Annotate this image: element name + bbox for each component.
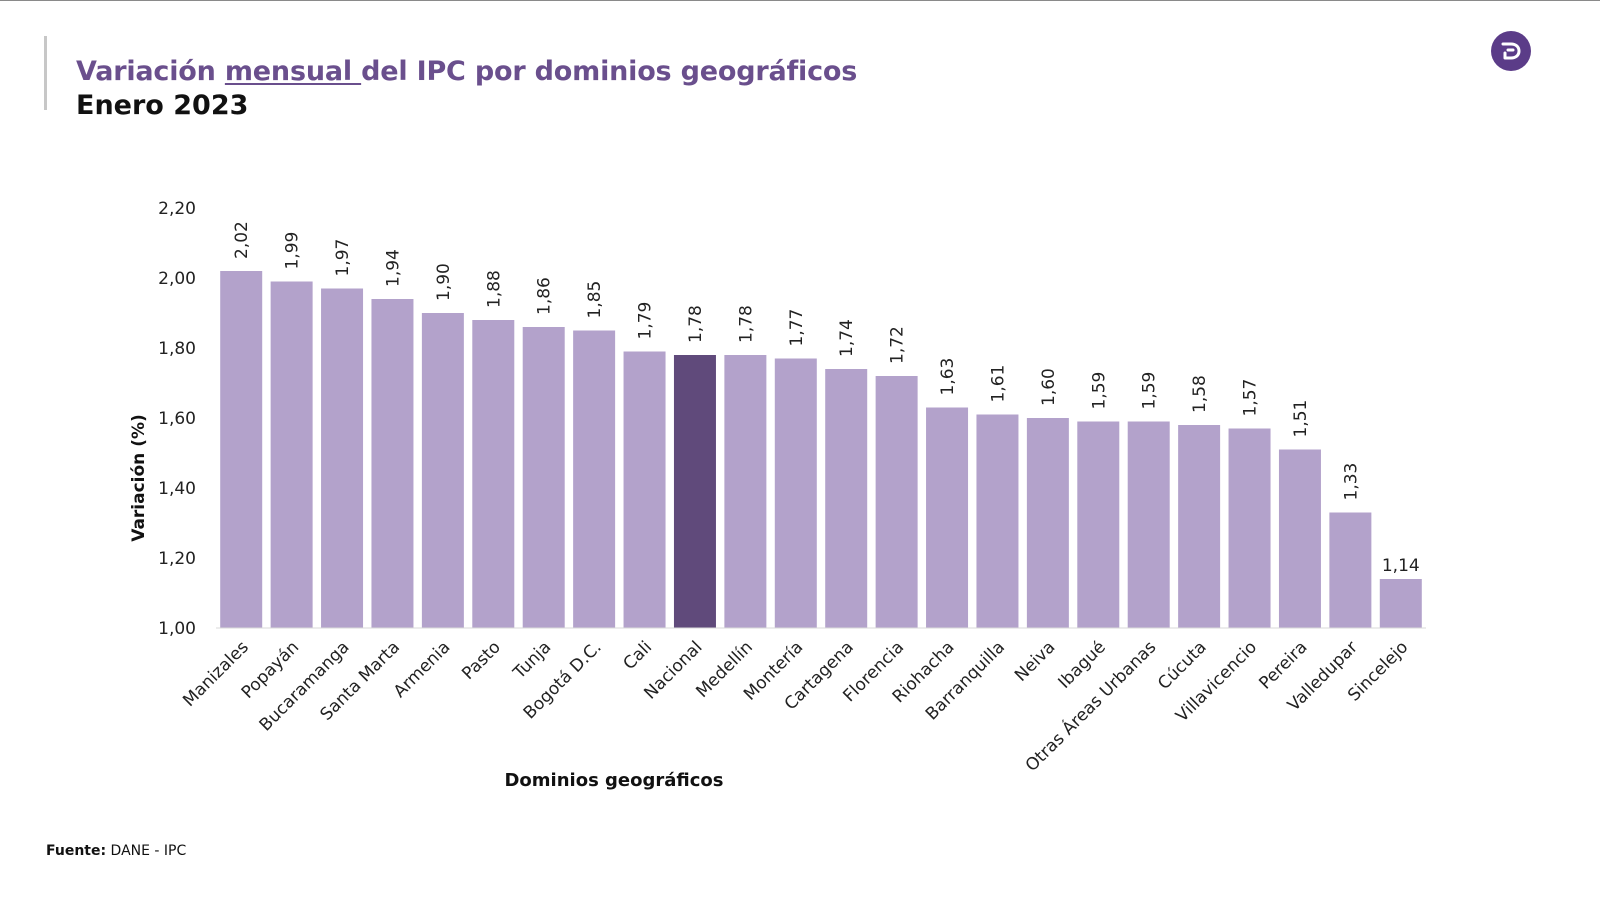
data-label: 1,57: [1241, 379, 1261, 417]
data-label: 1,77: [787, 309, 807, 347]
y-tick-label: 1,00: [158, 619, 196, 639]
x-tick-label: Tunja: [509, 637, 555, 683]
data-label: 1,14: [1382, 556, 1420, 576]
data-label: 1,51: [1291, 400, 1311, 438]
x-tick-label: Neiva: [1011, 637, 1059, 685]
title-accent-bar: [44, 36, 47, 110]
bar: [1329, 512, 1372, 628]
source-value: DANE - IPC: [110, 843, 187, 859]
bar: [1278, 449, 1321, 628]
source-label: Fuente:: [46, 843, 107, 859]
y-tick-label: 1,60: [158, 409, 196, 429]
y-tick-label: 1,40: [158, 479, 196, 499]
bar: [1379, 579, 1422, 628]
data-label: 1,72: [888, 326, 908, 364]
bar: [573, 330, 616, 628]
data-label: 2,02: [232, 221, 252, 259]
bar: [623, 351, 666, 628]
bar: [926, 407, 969, 628]
title-part-2: del IPC por dominios geográficos: [361, 56, 858, 87]
bar: [1178, 425, 1221, 628]
y-tick-label: 1,20: [158, 549, 196, 569]
data-label: 1,94: [383, 249, 403, 287]
data-label: 1,58: [1190, 375, 1210, 413]
page-subtitle: Enero 2023: [76, 90, 249, 121]
x-tick-label: Cali: [619, 637, 656, 674]
x-tick-label: Pasto: [458, 637, 505, 684]
bar: [321, 288, 364, 628]
bar: [976, 414, 1019, 628]
bar: [875, 376, 918, 628]
source-note: Fuente: DANE - IPC: [46, 843, 186, 859]
data-label: 1,33: [1341, 463, 1361, 501]
bar: [472, 320, 515, 628]
x-axis-label: Dominios geográficos: [504, 770, 723, 791]
bar: [1127, 421, 1170, 628]
data-label: 1,74: [837, 319, 857, 357]
y-tick-label: 1,80: [158, 339, 196, 359]
bar: [825, 369, 868, 628]
dane-logo-glyph: [1501, 42, 1521, 60]
y-tick-label: 2,20: [158, 199, 196, 219]
data-label: 1,97: [333, 239, 353, 277]
bar: [724, 355, 767, 628]
x-tick-label: Manizales: [179, 637, 253, 711]
data-label: 1,85: [585, 281, 605, 319]
bar: [1026, 418, 1069, 628]
data-label: 1,88: [484, 270, 504, 308]
bar: [1077, 421, 1120, 628]
dane-logo-icon: [1491, 31, 1531, 71]
data-label: 1,60: [1039, 368, 1059, 406]
title-part-1: Variación: [76, 56, 225, 87]
data-label: 1,61: [988, 365, 1008, 403]
top-border: [0, 0, 1600, 1]
bar: [421, 313, 464, 628]
y-axis-label: Variación (%): [129, 414, 149, 542]
data-label: 1,59: [1140, 372, 1160, 410]
bar: [270, 281, 313, 628]
bar: [673, 355, 716, 628]
data-label: 1,63: [938, 358, 958, 396]
bar: [371, 299, 414, 628]
x-tick-label: Bucaramanga: [256, 637, 354, 735]
page-title: Variación mensual del IPC por dominios g…: [76, 56, 857, 87]
data-label: 1,90: [434, 263, 454, 301]
data-label: 1,78: [736, 305, 756, 343]
data-label: 1,86: [535, 277, 555, 315]
bar: [1228, 428, 1271, 628]
bar: [522, 327, 565, 628]
data-label: 1,59: [1089, 372, 1109, 410]
data-label: 1,78: [686, 305, 706, 343]
x-tick-label: Armenia: [390, 637, 455, 702]
bar: [220, 271, 263, 628]
title-underlined: mensual: [224, 56, 362, 87]
bar: [774, 358, 817, 628]
y-tick-label: 2,00: [158, 269, 196, 289]
data-label: 1,99: [283, 232, 303, 270]
data-label: 1,79: [636, 302, 656, 340]
